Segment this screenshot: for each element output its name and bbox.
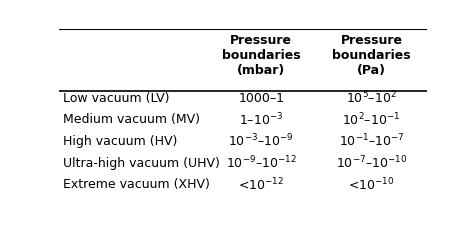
Text: <10$^{-10}$: <10$^{-10}$ [348,176,395,193]
Text: Low vacuum (LV): Low vacuum (LV) [63,92,169,105]
Text: High vacuum (HV): High vacuum (HV) [63,135,177,148]
Text: Medium vacuum (MV): Medium vacuum (MV) [63,113,200,126]
Text: Pressure
boundaries
(mbar): Pressure boundaries (mbar) [222,34,301,77]
Text: 1000–1: 1000–1 [238,92,284,105]
Text: 1–10$^{-3}$: 1–10$^{-3}$ [239,112,283,128]
Text: Extreme vacuum (XHV): Extreme vacuum (XHV) [63,178,210,191]
Text: Pressure
boundaries
(Pa): Pressure boundaries (Pa) [332,34,411,77]
Text: 10$^2$–10$^{-1}$: 10$^2$–10$^{-1}$ [342,112,401,128]
Text: Ultra-high vacuum (UHV): Ultra-high vacuum (UHV) [63,157,220,169]
Text: 10$^{-7}$–10$^{-10}$: 10$^{-7}$–10$^{-10}$ [336,155,407,171]
Text: 10$^{-9}$–10$^{-12}$: 10$^{-9}$–10$^{-12}$ [226,155,297,171]
Text: 10$^{-1}$–10$^{-7}$: 10$^{-1}$–10$^{-7}$ [338,133,404,150]
Text: 10$^{-3}$–10$^{-9}$: 10$^{-3}$–10$^{-9}$ [228,133,294,150]
Text: <10$^{-12}$: <10$^{-12}$ [238,176,284,193]
Text: 10$^5$–10$^2$: 10$^5$–10$^2$ [346,90,397,106]
